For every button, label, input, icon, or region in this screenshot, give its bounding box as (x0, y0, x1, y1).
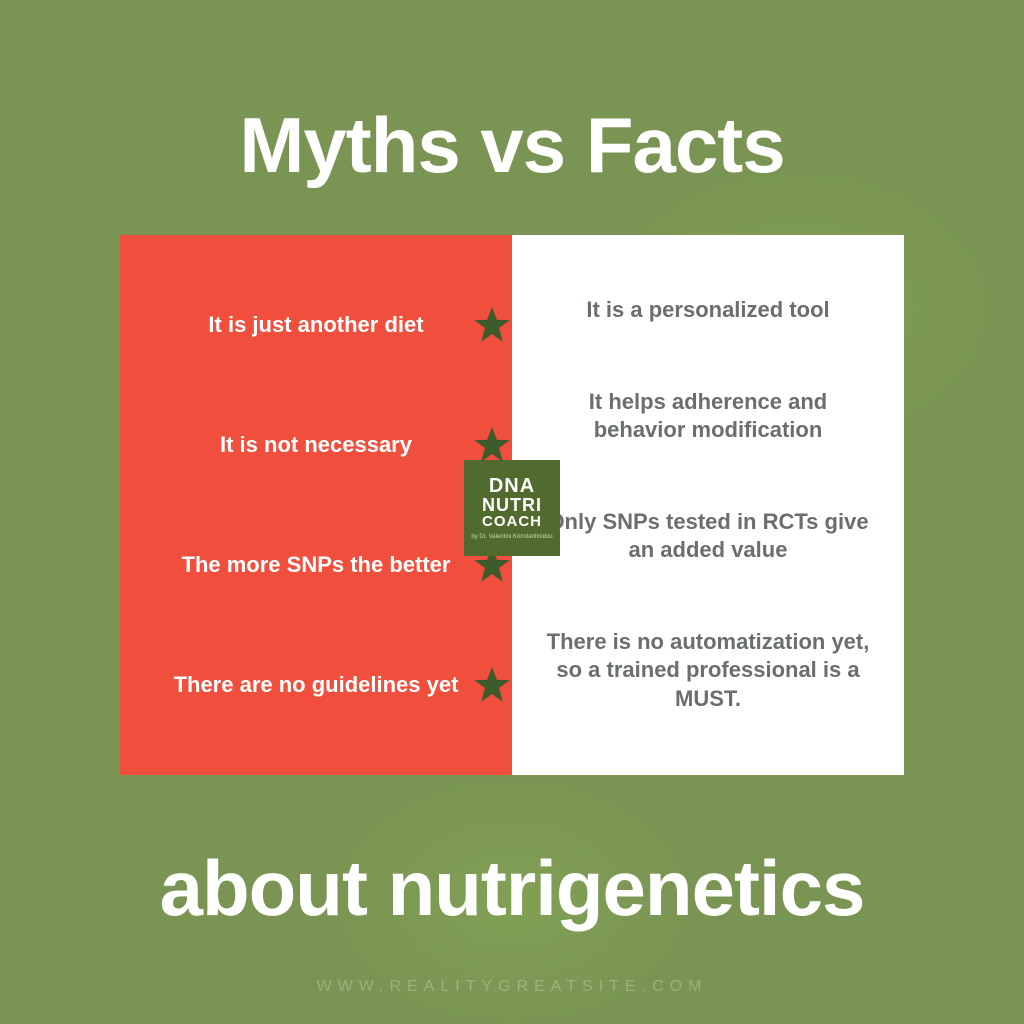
star-icon (472, 305, 512, 345)
fact-item: There is no automatization yet, so a tra… (540, 628, 876, 714)
myth-item: It is just another diet (148, 311, 484, 340)
star-icon (472, 425, 512, 465)
myth-item: There are no guidelines yet (148, 671, 484, 700)
brand-logo: DNA NUTRI COACH by Dr. Valentini Konstan… (464, 460, 560, 556)
comparison-panel: It is just another diet It is not necess… (120, 235, 904, 775)
fact-item: It helps adherence and behavior modifica… (540, 388, 876, 445)
myth-item: It is not necessary (148, 431, 484, 460)
myth-item: The more SNPs the better (148, 551, 484, 580)
star-icon (472, 665, 512, 705)
fact-item: It is a personalized tool (540, 296, 876, 325)
title-top: Myths vs Facts (0, 100, 1024, 191)
logo-line3: COACH (482, 513, 542, 530)
fact-item: Only SNPs tested in RCTs give an added v… (540, 508, 876, 565)
logo-byline: by Dr. Valentini Konstantinidou (471, 534, 552, 541)
title-bottom: about nutrigenetics (0, 843, 1024, 934)
myths-column: It is just another diet It is not necess… (120, 235, 512, 775)
footer-url: WWW.REALITYGREATSITE.COM (0, 978, 1024, 996)
facts-column: It is a personalized tool It helps adher… (512, 235, 904, 775)
